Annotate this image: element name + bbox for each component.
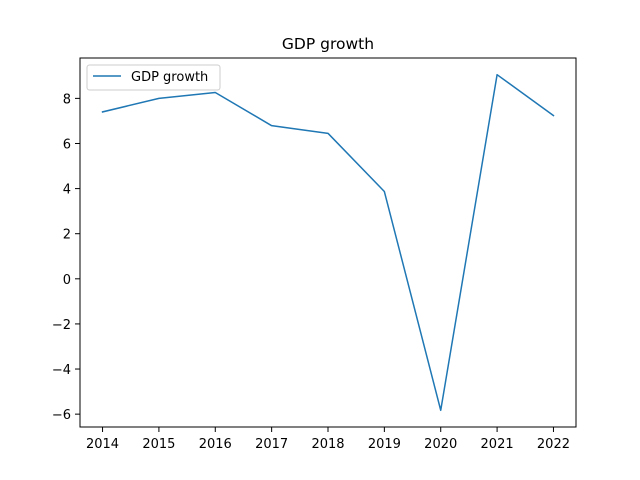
x-tick-label: 2018 [311, 437, 344, 452]
x-axis-ticks: 2014 2015 2016 2017 2018 2019 2020 2021 2022 [86, 427, 570, 452]
series-layer [101, 73, 555, 412]
y-tick-label: 6 [63, 137, 71, 152]
x-tick-label: 2015 [142, 437, 175, 452]
x-tick-label: 2021 [481, 437, 514, 452]
x-tick-label: 2014 [86, 437, 119, 452]
legend-box [86, 64, 221, 91]
y-tick-label: 4 [63, 183, 71, 198]
legend: GDP growth [86, 64, 221, 91]
y-axis-ticks: −6 −4 −2 0 2 4 6 8 [52, 92, 80, 423]
x-tick-label: 2019 [368, 437, 401, 452]
x-tick-label: 2016 [199, 437, 232, 452]
y-tick-label: 2 [63, 228, 71, 243]
plot-frame [79, 57, 577, 428]
y-tick-label: −2 [52, 318, 71, 333]
y-tick-label: 0 [63, 273, 71, 288]
plot-area [80, 58, 576, 427]
legend-label: GDP growth [131, 70, 208, 85]
y-tick-label: 8 [63, 92, 71, 107]
y-tick-label: −4 [52, 363, 71, 378]
x-tick-label: 2017 [255, 437, 288, 452]
chart-title: GDP growth [282, 35, 374, 53]
x-tick-label: 2022 [537, 437, 570, 452]
y-tick-label: −6 [52, 408, 71, 423]
series-line-gdp-growth [101, 73, 555, 412]
x-tick-label: 2020 [424, 437, 457, 452]
